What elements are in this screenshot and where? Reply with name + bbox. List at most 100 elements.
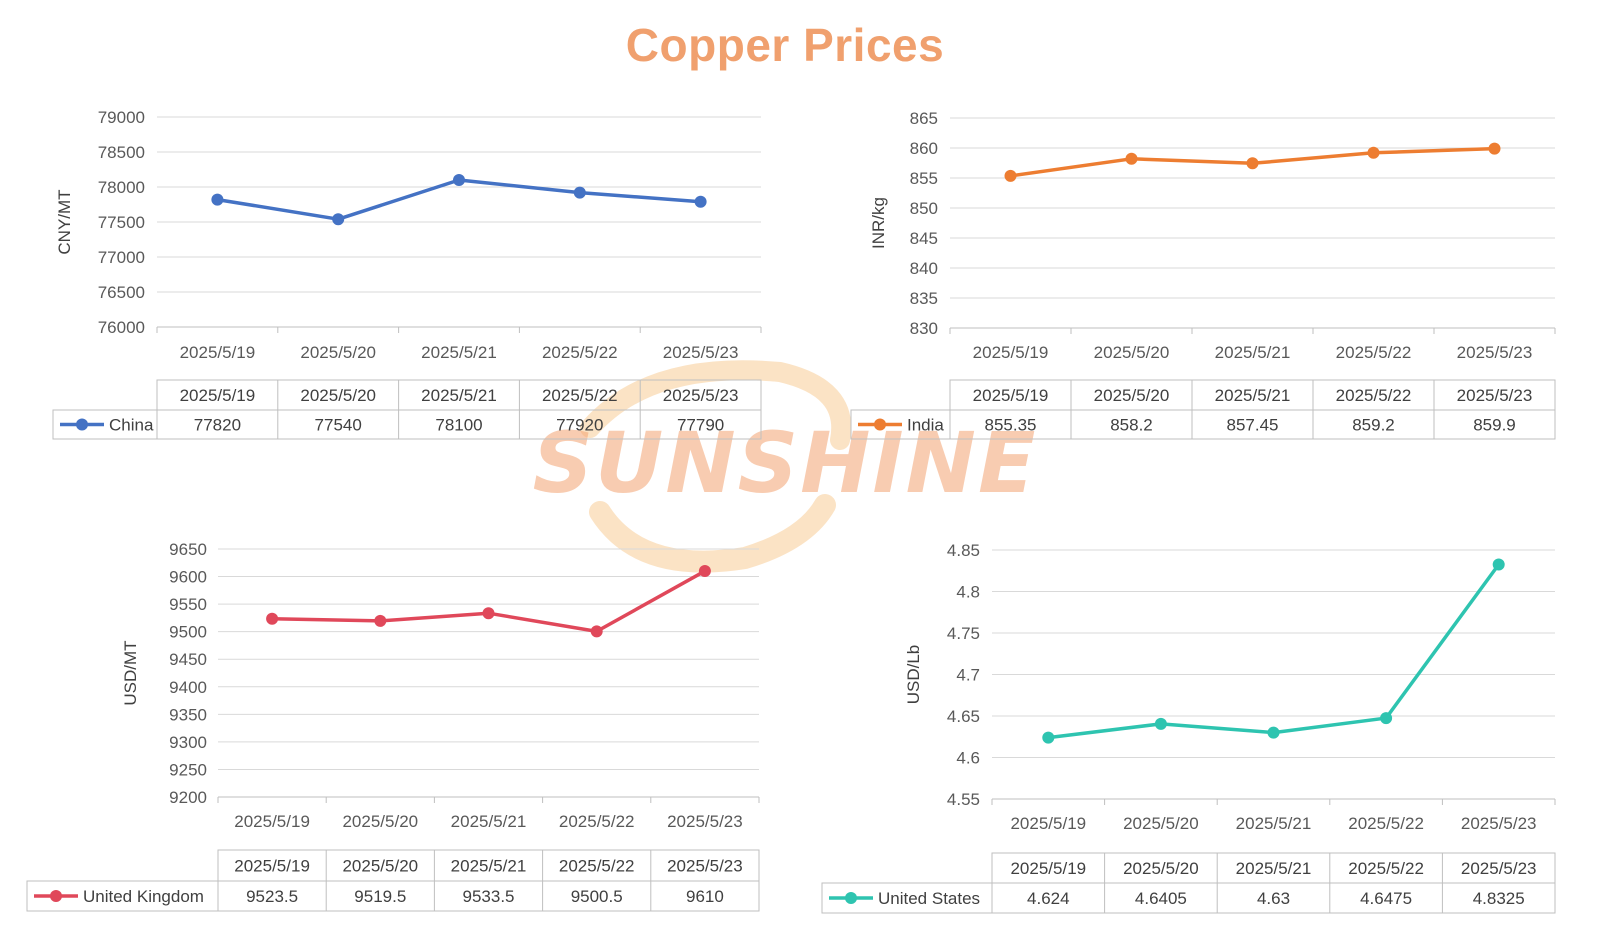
data-table-header-cell: 2025/5/21	[421, 386, 497, 405]
india-data-point	[1367, 146, 1380, 159]
data-table-value-cell: 859.2	[1352, 416, 1395, 435]
x-tick-label: 2025/5/19	[1010, 814, 1086, 833]
y-tick-label: 840	[910, 259, 938, 278]
china-data-point	[694, 195, 707, 208]
legend-swatch-marker	[845, 892, 857, 904]
data-table-value-cell: 9500.5	[571, 887, 623, 906]
data-table-value-cell: 77790	[677, 416, 724, 435]
y-tick-label: 9350	[169, 705, 207, 724]
china-data-point	[573, 186, 586, 199]
x-tick-label: 2025/5/21	[1215, 343, 1291, 362]
data-table-value-cell: 855.35	[985, 416, 1037, 435]
united-states-series-line	[1048, 563, 1501, 740]
india-data-point	[1125, 152, 1138, 165]
united-kingdom-chart: 9200 9250 9300 9350 9400 9450 9500 9550 9600 9650…	[26, 540, 760, 912]
x-tick-label: 2025/5/22	[542, 343, 618, 362]
y-tick-label: 4.6	[956, 749, 980, 768]
x-tick-label: 2025/5/20	[300, 343, 376, 362]
sunshine-watermark: SUNSHINE	[533, 360, 1035, 573]
y-tick-label: 4.85	[947, 541, 980, 560]
data-table-value-cell: 857.45	[1227, 416, 1279, 435]
x-tick-label: 2025/5/20	[1094, 343, 1170, 362]
x-tick-label: 2025/5/21	[421, 343, 497, 362]
y-tick-label: 76500	[98, 283, 145, 302]
india-data-point	[1004, 169, 1017, 182]
data-table-header-cell: 2025/5/20	[300, 386, 376, 405]
y-tick-label: 9650	[169, 540, 207, 559]
x-tick-label: 2025/5/23	[663, 343, 739, 362]
x-tick-label: 2025/5/20	[1123, 814, 1199, 833]
data-table-row-border	[52, 409, 762, 440]
data-table-value-cell: 78100	[435, 416, 482, 435]
x-tick-label: 2025/5/22	[559, 812, 635, 831]
china-data-point	[211, 193, 224, 206]
y-tick-label: 9250	[169, 760, 207, 779]
y-axis-title: CNY/MT	[55, 189, 74, 254]
united-states-chart: 4.55 4.6 4.65 4.7 4.75 4.8 4.85 2025/5/19 2025/5…	[821, 541, 1556, 914]
data-table-value-cell: 4.624	[1027, 889, 1070, 908]
y-tick-label: 4.7	[956, 666, 980, 685]
united-states-data-point	[1154, 717, 1167, 730]
data-table-header-cell: 2025/5/20	[1094, 386, 1170, 405]
data-table-value-cell: 858.2	[1110, 416, 1153, 435]
y-tick-label: 77500	[98, 213, 145, 232]
y-tick-label: 78500	[98, 143, 145, 162]
legend-label: China	[109, 416, 154, 435]
y-axis-title: INR/kg	[869, 197, 888, 249]
united-kingdom-series-line	[272, 569, 706, 634]
united-kingdom-data-point	[482, 607, 495, 620]
x-tick-label: 2025/5/19	[234, 812, 310, 831]
data-table-header-cell: 2025/5/19	[234, 857, 310, 876]
legend-swatch-marker	[874, 418, 886, 431]
data-table-row-border	[26, 880, 760, 912]
y-tick-label: 9450	[169, 650, 207, 669]
china-chart: 76000 76500 77000 77500 78000 78500 79000 2025/…	[52, 108, 762, 440]
y-tick-label: 835	[910, 289, 938, 308]
data-table-row-border	[821, 882, 1556, 914]
y-tick-label: 9550	[169, 595, 207, 614]
united-kingdom-data-point	[590, 625, 603, 638]
india-data-point	[1246, 157, 1259, 170]
y-tick-label: 845	[910, 229, 938, 248]
united-states-data-point	[1380, 712, 1393, 725]
data-table-header-cell: 2025/5/19	[180, 386, 256, 405]
x-tick-label: 2025/5/19	[180, 343, 256, 362]
data-table-value-cell: 77920	[556, 416, 603, 435]
united-states-data-point	[1267, 726, 1280, 739]
x-tick-label: 2025/5/19	[973, 343, 1049, 362]
united-kingdom-data-point	[266, 612, 279, 625]
data-table-value-cell: 9519.5	[354, 887, 406, 906]
y-tick-label: 9300	[169, 733, 207, 752]
y-tick-label: 830	[910, 319, 938, 338]
data-table-row-border	[850, 409, 1556, 440]
data-table-header-cell: 2025/5/23	[667, 857, 743, 876]
y-tick-label: 4.65	[947, 707, 980, 726]
data-table-header-cell: 2025/5/23	[1457, 386, 1533, 405]
legend-label: India	[907, 416, 944, 435]
y-tick-label: 855	[910, 169, 938, 188]
data-table-value-cell: 9610	[686, 887, 724, 906]
data-table-header-cell: 2025/5/23	[663, 386, 739, 405]
legend-label: United Kingdom	[83, 887, 204, 906]
china-data-point	[453, 174, 465, 186]
data-table-value-cell: 9523.5	[246, 887, 298, 906]
data-table-header-cell: 2025/5/19	[1010, 859, 1086, 878]
data-table-value-cell: 4.63	[1257, 889, 1290, 908]
x-tick-label: 2025/5/23	[667, 812, 743, 831]
data-table-header-cell: 2025/5/21	[1236, 859, 1312, 878]
y-tick-label: 77000	[98, 248, 145, 267]
x-tick-label: 2025/5/23	[1461, 814, 1537, 833]
legend-swatch-marker	[50, 890, 62, 902]
x-tick-label: 2025/5/23	[1457, 343, 1533, 362]
data-table-value-cell: 4.6475	[1360, 889, 1412, 908]
data-table-header-cell: 2025/5/22	[542, 386, 618, 405]
data-table-header-cell: 2025/5/20	[1123, 859, 1199, 878]
y-axis-title: USD/Lb	[904, 645, 923, 705]
india-data-point	[1488, 142, 1501, 155]
page-title: Copper Prices	[625, 19, 945, 71]
legend-label: United States	[878, 889, 980, 908]
y-tick-label: 860	[910, 139, 938, 158]
y-tick-label: 9400	[169, 678, 207, 697]
united-kingdom-data-point	[698, 565, 711, 578]
data-table-value-cell: 4.6405	[1135, 889, 1187, 908]
